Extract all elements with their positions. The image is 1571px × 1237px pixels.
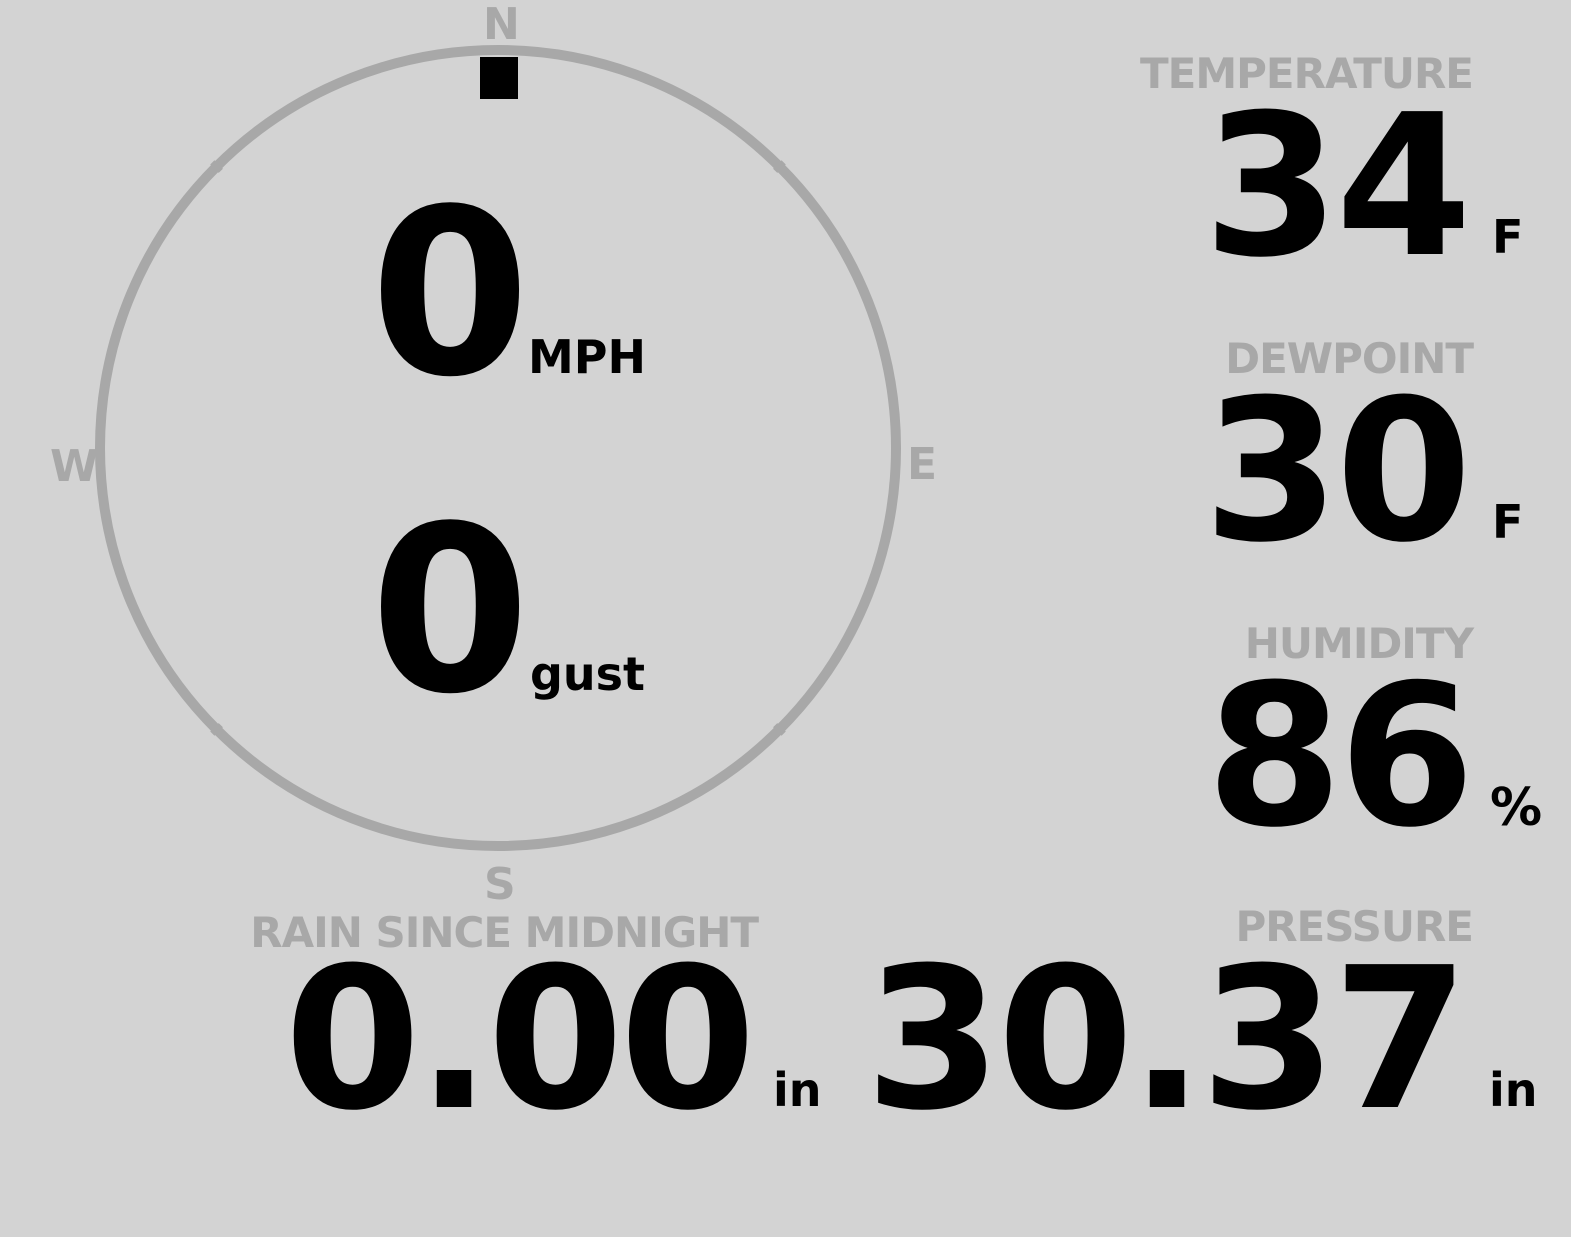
compass-tick — [773, 723, 786, 736]
compass-south-label: S — [484, 859, 516, 910]
pressure-label: PRESSURE — [1235, 902, 1474, 951]
humidity-label: HUMIDITY — [1244, 619, 1474, 668]
wind-gust-unit: gust — [530, 647, 646, 701]
rain-label: RAIN SINCE MIDNIGHT — [250, 908, 759, 957]
dewpoint-label: DEWPOINT — [1225, 334, 1474, 383]
wind-gust-value: 0 — [370, 478, 530, 745]
humidity-value: 86 — [1206, 643, 1475, 871]
rain-unit: in — [773, 1063, 822, 1117]
compass-tick — [210, 723, 223, 736]
compass-north-label: N — [483, 0, 520, 50]
wind-direction-marker — [480, 57, 518, 99]
compass-tick — [773, 160, 786, 173]
compass-tick — [210, 160, 223, 173]
dewpoint-value: 30 — [1203, 358, 1472, 586]
humidity-unit: % — [1490, 778, 1543, 838]
compass-ticks — [210, 160, 786, 736]
compass-east-label: E — [907, 439, 938, 490]
rain-value: 0.00 — [284, 926, 756, 1154]
pressure-value: 30.37 — [865, 926, 1469, 1154]
temperature-unit: F — [1492, 210, 1524, 264]
dewpoint-unit: F — [1492, 495, 1524, 549]
temperature-value: 34 — [1203, 73, 1472, 301]
temperature-label: TEMPERATURE — [1140, 49, 1474, 98]
compass-ring — [95, 45, 901, 851]
compass-west-label: W — [50, 441, 99, 492]
wind-speed-unit: MPH — [528, 330, 646, 384]
wind-speed-value: 0 — [370, 161, 530, 428]
pressure-unit: in — [1489, 1063, 1538, 1117]
